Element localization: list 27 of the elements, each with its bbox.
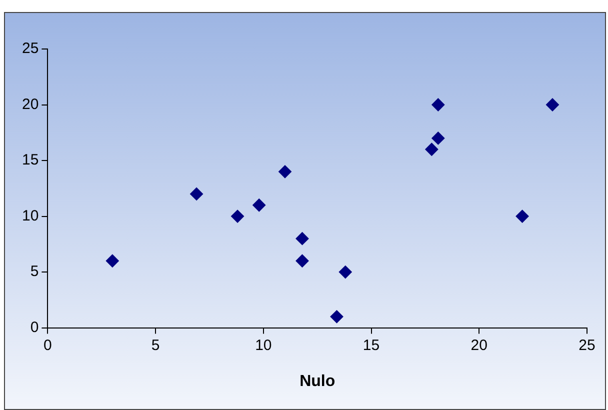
y-tick-label: 25 [22,40,39,58]
point [296,232,309,246]
x-tick-label: 25 [578,336,596,354]
y-tick-label: 10 [22,207,39,224]
point [338,266,352,279]
x-tick-label: 10 [255,336,272,354]
point [252,198,266,212]
x-tick-label: 5 [151,336,160,354]
x-tick-label: 15 [362,336,380,354]
point [190,187,204,200]
point [231,210,244,223]
point [425,142,438,156]
y-tick-label: 15 [22,152,39,169]
point [432,132,445,145]
y-tick-label: 5 [30,263,39,280]
point [516,210,529,223]
y-tick-label: 20 [22,96,39,113]
x-tick-label: 0 [44,336,52,354]
y-tick-label: 0 [30,318,39,336]
point [278,165,292,178]
point [296,254,309,268]
x-tick-label: 20 [470,336,488,354]
point [106,254,119,268]
x-axis-title: Nulo [300,372,336,390]
point [546,98,559,112]
point [432,98,445,112]
point [330,310,344,324]
